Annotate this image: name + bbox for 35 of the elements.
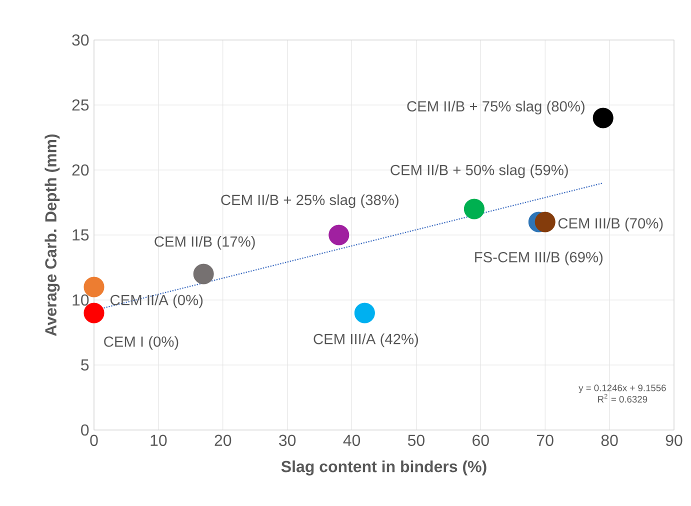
x-tick-label: 80 (601, 434, 618, 446)
series-label: CEM II/B (17%) (154, 236, 255, 250)
series-label: FS-CEM III/B (69%) (475, 252, 603, 266)
point (193, 264, 214, 284)
text: CEM II/B + 25% slag (38%) (221, 194, 398, 208)
series-label: CEM III/B (70%) (558, 218, 663, 232)
series-label: CEM II/B + 50% slag (59%) (390, 164, 568, 178)
x-tick-label: 70 (537, 434, 554, 446)
point (592, 108, 614, 128)
x-tick-label: 30 (279, 434, 296, 446)
series-label: CEM I (0%) (104, 336, 178, 350)
point (534, 212, 556, 232)
point (354, 302, 375, 324)
x-tick-label: 0 (90, 434, 98, 446)
annotation: R$^{2}$ = 0.6329 (598, 394, 648, 403)
x-tick-label: 20 (214, 434, 232, 446)
x-tick-label: 50 (408, 434, 424, 446)
y-axis-title: Average Carb. Depth (mm) (44, 134, 60, 336)
y-tick-label: 15 (72, 229, 89, 241)
point (464, 198, 484, 220)
y-tick-label: 20 (72, 164, 89, 176)
y-tick-label: 30 (72, 34, 89, 46)
x-axis-title: Slag content in binders (%) (281, 460, 486, 476)
x-tick-label: 60 (472, 434, 489, 446)
y-tick-label: 5 (81, 359, 89, 371)
x-tick-label: 90 (666, 434, 682, 446)
x-tick-label: 10 (150, 434, 167, 446)
series-label: CEM III/A (42%) (314, 333, 418, 348)
annotation: y = 0.1246x + 9.1556 (578, 384, 666, 394)
series-label: CEM II/B + 75% slag (80%) (407, 100, 584, 114)
y-tick-label: 25 (72, 99, 89, 111)
point (328, 224, 350, 246)
x-tick-label: 40 (343, 434, 360, 446)
y-tick-label: 10 (72, 294, 89, 306)
y-tick-label: 0 (81, 424, 89, 436)
